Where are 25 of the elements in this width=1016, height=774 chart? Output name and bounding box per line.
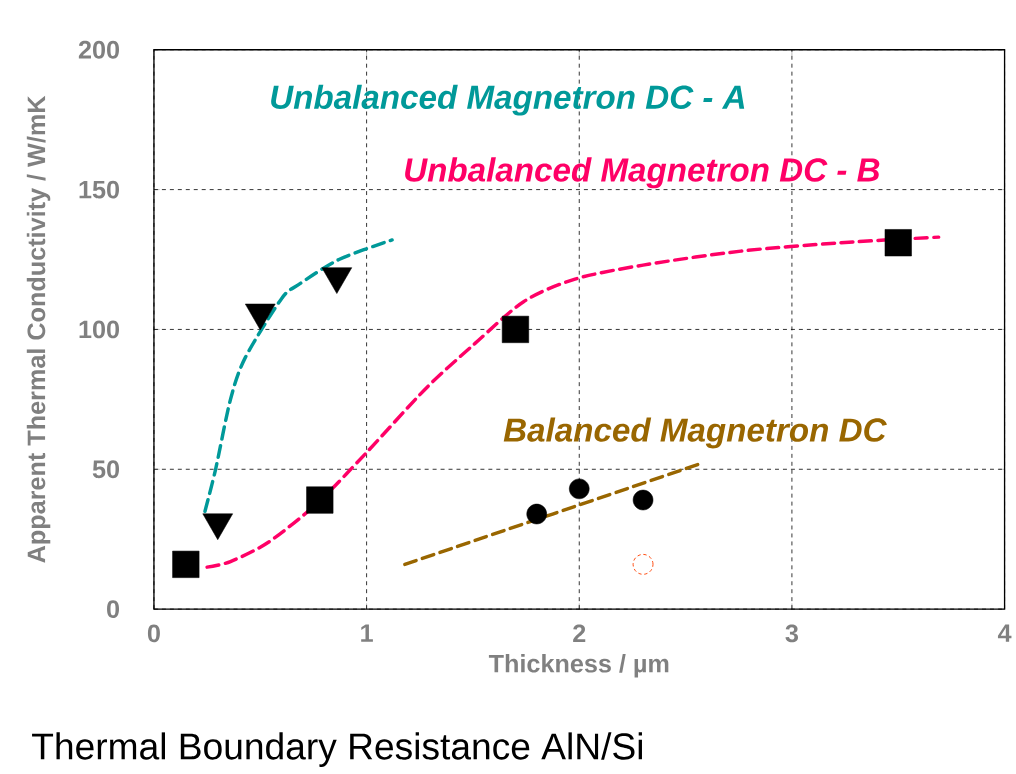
series-label: Unbalanced Magnetron DC - B bbox=[405, 157, 880, 189]
x-tick-label: 4 bbox=[997, 624, 1012, 642]
point bbox=[632, 553, 654, 575]
x-tick-label: 2 bbox=[573, 624, 586, 642]
point bbox=[632, 489, 654, 511]
x-tick-label: 0 bbox=[147, 624, 160, 643]
y-tick-label: 100 bbox=[79, 320, 120, 339]
point bbox=[884, 229, 912, 257]
y-tick-label: 200 bbox=[78, 40, 120, 59]
y-tick-label: 150 bbox=[79, 180, 120, 199]
series-label: Balanced Magnetron DC bbox=[503, 417, 887, 449]
point bbox=[569, 478, 590, 499]
x-tick-label: 3 bbox=[785, 624, 799, 643]
text: Thermal Boundary Resistance AlN/Si bbox=[32, 732, 642, 767]
point bbox=[172, 550, 200, 578]
text: Unbalanced Magnetron DC - A bbox=[271, 84, 745, 116]
y-tick-label: 50 bbox=[92, 460, 120, 479]
y-tick-label: 0 bbox=[107, 600, 120, 618]
point bbox=[526, 503, 547, 525]
point bbox=[306, 486, 334, 514]
line-series bbox=[205, 235, 941, 569]
x-tick-label: 1 bbox=[361, 624, 373, 642]
point bbox=[501, 315, 529, 343]
y-axis-title: Apparent Thermal Conductivity / W/mK bbox=[26, 95, 51, 563]
x-axis-title: Thickness / µm bbox=[488, 653, 669, 678]
